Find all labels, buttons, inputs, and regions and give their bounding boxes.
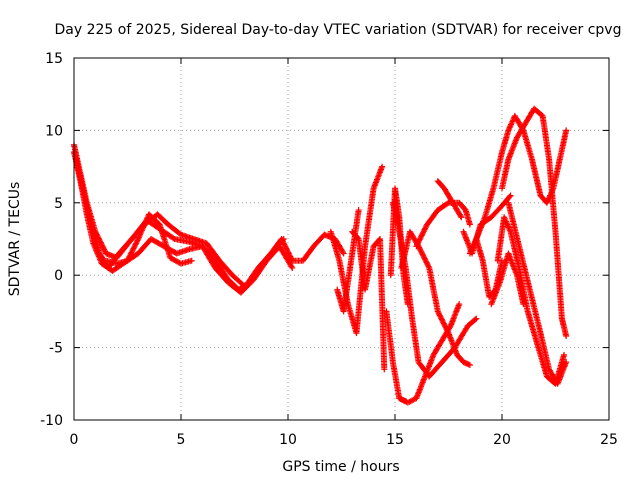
series-track-5 [327, 163, 386, 337]
series-markers [435, 179, 464, 219]
series-markers [383, 310, 408, 404]
x-tick-label: 15 [386, 432, 404, 448]
series-markers [104, 212, 194, 267]
axis-ticks: 0 5 10 15 20 25 -10 -5 0 5 10 15 [40, 51, 618, 448]
y-tick-label: 0 [54, 268, 63, 284]
x-axis-label: GPS time / hours [282, 459, 399, 475]
x-tick-label: 25 [600, 432, 618, 448]
plot-frame [73, 57, 610, 421]
y-tick-label: 15 [45, 51, 63, 67]
series-track-4 [103, 211, 195, 267]
series-markers [494, 215, 567, 386]
series-markers [71, 150, 295, 295]
series-markers [488, 251, 527, 306]
y-axis-label: SDTVAR / TECUs [7, 182, 23, 297]
series-markers [414, 199, 473, 248]
series-track-12 [398, 228, 473, 368]
x-tick-label: 10 [279, 432, 297, 448]
y-tick-label: -10 [40, 413, 63, 429]
series-track-21 [488, 250, 527, 308]
data-points [71, 105, 570, 406]
data-point [413, 243, 420, 250]
x-tick-label: 5 [177, 432, 186, 448]
series-track-18 [499, 105, 570, 340]
series-markers [73, 157, 286, 289]
series-track-2 [71, 149, 296, 296]
series-markers [334, 208, 362, 313]
series-markers [328, 165, 385, 335]
series-track-3 [73, 156, 287, 290]
series-markers [398, 230, 472, 368]
x-tick-label: 0 [70, 432, 79, 448]
series-markers [499, 106, 569, 338]
series-track-14 [434, 178, 465, 221]
chart-title: Day 225 of 2025, Sidereal Day-to-day VTE… [55, 22, 622, 38]
x-tick-label: 20 [493, 432, 511, 448]
series-track-20 [494, 214, 568, 387]
y-tick-label: -5 [49, 341, 63, 357]
series-track-11 [383, 308, 409, 405]
series-track-7 [334, 207, 362, 315]
grid-lines [74, 58, 609, 420]
y-tick-label: 5 [54, 196, 63, 212]
series-track-13 [413, 199, 473, 250]
y-tick-label: 10 [45, 123, 63, 139]
